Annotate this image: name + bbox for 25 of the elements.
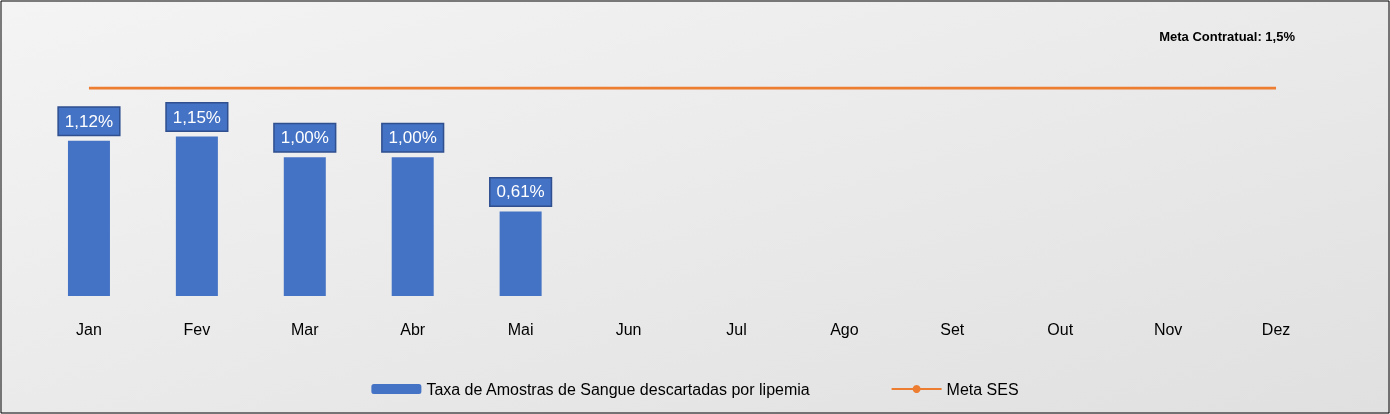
bar <box>391 157 434 296</box>
x-tick-label: Set <box>940 320 965 338</box>
x-tick-label: Mai <box>507 320 534 338</box>
x-tick-label: Fev <box>183 320 211 338</box>
x-tick-label: Nov <box>1153 320 1183 338</box>
text: Meta Contratual: 1,5% <box>1159 29 1296 44</box>
data-label: 1,15% <box>172 107 221 127</box>
data-label: 0,61% <box>496 182 545 202</box>
bar <box>283 157 326 296</box>
data-label: 1,12% <box>64 111 114 131</box>
data-label: 1,00% <box>280 128 329 148</box>
x-tick-label: Out <box>1047 320 1074 338</box>
bar <box>67 140 110 296</box>
x-tick-label: Mar <box>291 320 320 338</box>
x-tick-label: Dez <box>1261 320 1291 338</box>
legend-label: Taxa de Amostras de Sangue descartadas por lipemia <box>426 380 810 398</box>
x-tick-label: Jan <box>76 320 102 338</box>
bar <box>499 211 542 296</box>
x-tick-label: Abr <box>400 320 426 338</box>
bar <box>175 136 218 296</box>
x-tick-label: Jun <box>615 320 642 338</box>
data-label: 1,00% <box>388 128 437 148</box>
x-tick-label: Ago <box>830 320 859 338</box>
legend-label: Meta SES <box>946 380 1019 398</box>
x-tick-label: Jul <box>726 320 747 338</box>
